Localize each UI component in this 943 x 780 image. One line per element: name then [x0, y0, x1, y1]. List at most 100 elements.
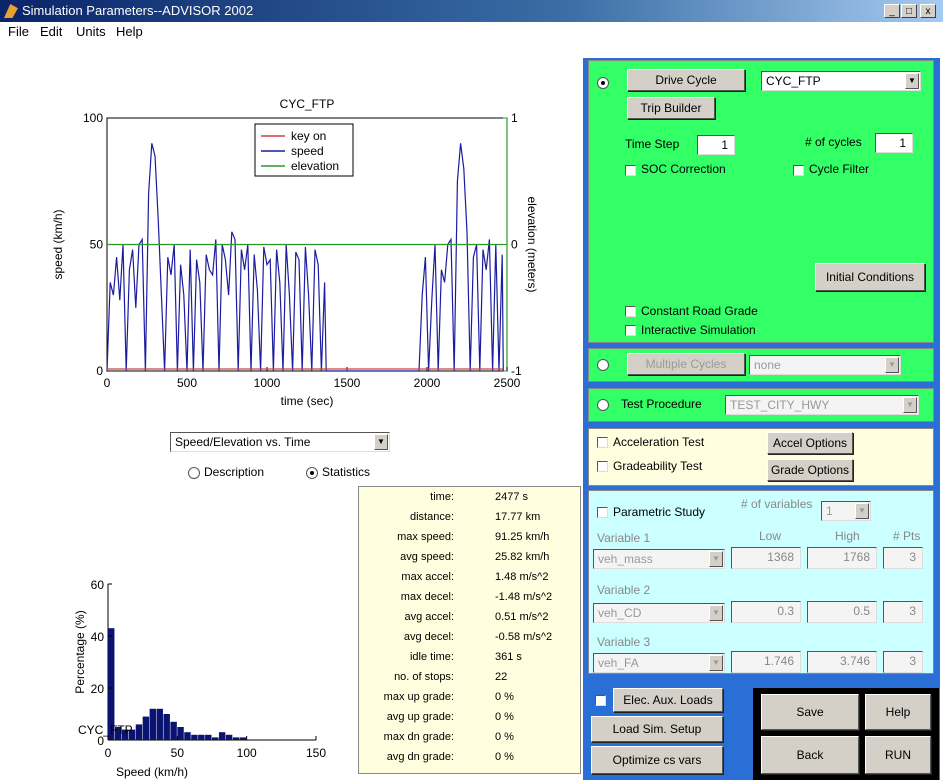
y2-axis-label: elevation (meters) — [525, 196, 539, 292]
interactive-simulation-checkbox[interactable] — [625, 325, 636, 336]
elec-aux-loads-checkbox[interactable] — [595, 695, 606, 706]
load-sim-setup-button[interactable]: Load Sim. Setup — [591, 716, 723, 742]
histogram-bar — [170, 721, 177, 740]
cycle-select-value: CYC_FTP — [766, 74, 821, 88]
menu-units[interactable]: Units — [76, 24, 106, 39]
stat-row: time: 2477 s — [359, 491, 582, 509]
variable-2-pts[interactable]: 3 — [883, 601, 923, 623]
variable-2-select[interactable]: veh_CD ▼ — [593, 603, 725, 623]
legend-label: elevation — [291, 159, 339, 173]
parametric-study-checkbox[interactable] — [597, 507, 608, 518]
results-area: CYC_FTP 0 500 1000 1500 2000 2500 0 50 100 -1 0 1 tim… — [0, 42, 583, 780]
soc-correction-label: SOC Correction — [641, 162, 726, 176]
grade-options-button[interactable]: Grade Options — [767, 459, 853, 481]
histogram-bar — [163, 714, 170, 740]
x-axis-label: Speed (km/h) — [116, 765, 188, 779]
multiple-cycles-radio[interactable] — [597, 359, 609, 371]
cycles-field[interactable]: 1 — [875, 133, 913, 153]
stat-label: max speed: — [397, 531, 454, 543]
variable-1-high[interactable]: 1768 — [807, 547, 877, 569]
stat-value: 22 — [495, 671, 508, 683]
interactive-simulation-label: Interactive Simulation — [641, 323, 756, 337]
x-axis-label: time (sec) — [281, 394, 334, 408]
soc-correction-checkbox[interactable] — [625, 165, 636, 176]
stat-value: 2477 s — [495, 491, 529, 503]
variable-2-high[interactable]: 0.5 — [807, 601, 877, 623]
save-button[interactable]: Save — [761, 694, 859, 730]
close-button[interactable]: x — [920, 4, 936, 18]
dropdown-arrow-icon[interactable]: ▼ — [905, 73, 919, 89]
nvars-select[interactable]: 1 ▼ — [821, 501, 871, 521]
maximize-button[interactable]: □ — [901, 4, 917, 18]
cycle-filter-checkbox[interactable] — [793, 165, 804, 176]
accel-options-button[interactable]: Accel Options — [767, 432, 853, 454]
stat-value: 17.77 km — [495, 511, 541, 523]
histogram-bar — [232, 737, 240, 740]
variable-2-value: veh_CD — [598, 606, 642, 620]
dropdown-arrow-icon[interactable]: ▼ — [709, 605, 723, 621]
dropdown-arrow-icon[interactable]: ▼ — [855, 503, 869, 519]
trip-builder-button[interactable]: Trip Builder — [627, 97, 715, 119]
dropdown-arrow-icon[interactable]: ▼ — [374, 434, 388, 450]
dropdown-arrow-icon[interactable]: ▼ — [903, 397, 917, 413]
menu-edit[interactable]: Edit — [40, 24, 63, 39]
variable-3-low[interactable]: 1.746 — [731, 651, 801, 673]
col-high-label: High — [835, 529, 860, 543]
stat-row: avg dn grade: 0 % — [359, 751, 582, 769]
menu-file[interactable]: File — [8, 24, 29, 39]
histogram-bar — [218, 732, 226, 740]
matlab-icon — [4, 4, 18, 18]
variable-1-low[interactable]: 1368 — [731, 547, 801, 569]
run-controls: Save Help Back RUN — [753, 688, 939, 780]
run-button[interactable]: RUN — [865, 736, 931, 774]
acceleration-test-checkbox[interactable] — [597, 437, 608, 448]
cycle-select[interactable]: CYC_FTP ▼ — [761, 71, 921, 91]
variable-3-high[interactable]: 3.746 — [807, 651, 877, 673]
gradeability-test-checkbox[interactable] — [597, 461, 608, 472]
dropdown-arrow-icon[interactable]: ▼ — [885, 357, 899, 373]
statistics-radio[interactable] — [306, 467, 318, 479]
variable-3-select[interactable]: veh_FA ▼ — [593, 653, 725, 673]
x-tick-label: 2000 — [414, 376, 441, 390]
stat-label: max up grade: — [383, 691, 454, 703]
menu-help[interactable]: Help — [116, 24, 143, 39]
histogram-bar — [212, 737, 219, 740]
test-procedure-select[interactable]: TEST_CITY_HWY ▼ — [725, 395, 919, 415]
dropdown-arrow-icon[interactable]: ▼ — [709, 655, 723, 671]
x-tick-label: 150 — [306, 746, 326, 760]
help-button[interactable]: Help — [865, 694, 931, 730]
stat-value: 1.48 m/s^2 — [495, 571, 549, 583]
stat-label: time: — [430, 491, 454, 503]
variable-3-pts[interactable]: 3 — [883, 651, 923, 673]
plot-type-select[interactable]: Speed/Elevation vs. Time ▼ — [170, 432, 390, 452]
title-bar: Simulation Parameters--ADVISOR 2002 _ □ … — [0, 0, 943, 22]
histogram-bar — [156, 708, 163, 740]
multiple-cycles-button[interactable]: Multiple Cycles — [627, 353, 745, 375]
dropdown-arrow-icon[interactable]: ▼ — [709, 551, 723, 567]
histogram-bar — [239, 737, 247, 740]
multiple-cycles-select[interactable]: none ▼ — [749, 355, 901, 375]
y2-tick-label: -1 — [511, 364, 522, 378]
test-procedure-label: Test Procedure — [621, 397, 702, 411]
initial-conditions-button[interactable]: Initial Conditions — [815, 263, 925, 291]
variable-1-select[interactable]: veh_mass ▼ — [593, 549, 725, 569]
back-button[interactable]: Back — [761, 736, 859, 774]
time-step-label: Time Step — [625, 137, 680, 151]
test-procedure-radio[interactable] — [597, 399, 609, 411]
elec-aux-loads-button[interactable]: Elec. Aux. Loads — [613, 688, 723, 712]
variable-2-low[interactable]: 0.3 — [731, 601, 801, 623]
histogram-bar — [108, 628, 115, 740]
nvars-value: 1 — [826, 504, 833, 518]
y-tick-label: 0 — [96, 364, 103, 378]
stat-value: 0 % — [495, 691, 514, 703]
optimize-cs-vars-button[interactable]: Optimize cs vars — [591, 746, 723, 774]
drive-cycle-radio[interactable] — [597, 77, 609, 89]
minimize-button[interactable]: _ — [884, 4, 900, 18]
histogram-bar — [149, 708, 157, 740]
constant-road-grade-checkbox[interactable] — [625, 306, 636, 317]
description-radio[interactable] — [188, 467, 200, 479]
time-step-field[interactable]: 1 — [697, 135, 735, 155]
variable-1-pts[interactable]: 3 — [883, 547, 923, 569]
speed-elevation-chart: CYC_FTP 0 500 1000 1500 2000 2500 0 50 100 -1 0 1 tim… — [51, 97, 539, 408]
drive-cycle-button[interactable]: Drive Cycle — [627, 69, 745, 91]
